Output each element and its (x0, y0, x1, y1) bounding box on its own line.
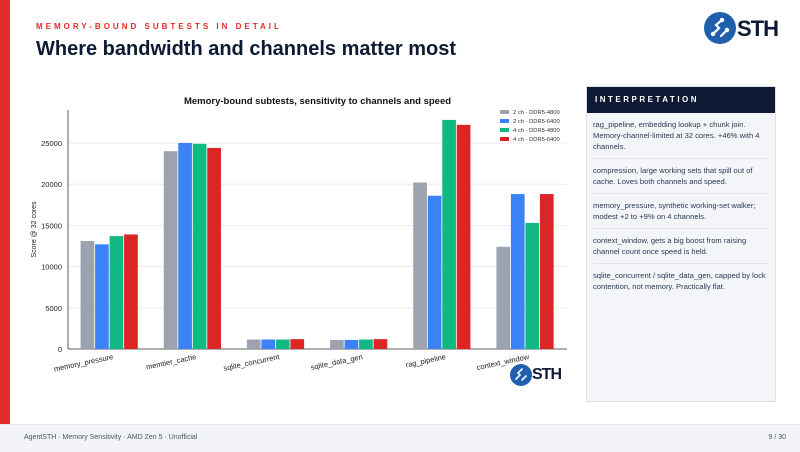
bar (359, 339, 373, 349)
watermark-text: STH (532, 366, 562, 383)
x-tick-label: rag_pipeline (405, 352, 447, 369)
note-item: memory_pressure, synthetic working-set w… (593, 200, 769, 229)
y-tick-label: 5000 (45, 304, 62, 313)
y-tick-label: 15000 (41, 221, 62, 230)
bar (510, 194, 525, 349)
page-title: Where bandwidth and channels matter most (36, 38, 457, 60)
bar (290, 339, 305, 349)
bar (539, 194, 554, 349)
legend-swatch (500, 128, 509, 132)
note-item: sqlite_concurrent / sqlite_data_gen, cap… (593, 271, 766, 291)
bar (80, 241, 95, 349)
footer: AgentSTH · Memory Sensitivity · AMD Zen … (0, 424, 800, 452)
footer-caption: AgentSTH · Memory Sensitivity · AMD Zen … (24, 434, 198, 441)
y-tick-label: 0 (58, 345, 62, 354)
bar (95, 244, 109, 349)
note-item: rag_pipeline, embedding lookup + chunk j… (593, 119, 769, 159)
bar (207, 147, 221, 349)
panel-heading: INTERPRETATION (587, 87, 775, 113)
bar (275, 339, 290, 349)
bar (261, 339, 276, 349)
x-tick-label: sqlite_data_gen (310, 352, 364, 372)
note-item: context_window, gets a big boost from ra… (593, 235, 769, 264)
note-item: compression, large working sets that spi… (593, 165, 769, 194)
x-tick-label: sqlite_concurrent (223, 352, 282, 373)
bar-chart: Memory-bound subtests, sensitivity to ch… (20, 92, 570, 392)
bar (330, 339, 344, 349)
logo-icon (704, 12, 736, 44)
bar (246, 339, 261, 349)
chart-svg: Memory-bound subtests, sensitivity to ch… (31, 96, 567, 374)
bar (178, 142, 192, 349)
legend-swatch (500, 137, 509, 141)
bar (163, 151, 178, 349)
legend-label: 2 ch · DDR5-4800 (513, 110, 560, 116)
chart-title: Memory-bound subtests, sensitivity to ch… (184, 96, 451, 107)
bar (344, 339, 359, 349)
sth-logo: STH (704, 12, 784, 46)
bar (496, 246, 511, 349)
bar (525, 222, 540, 349)
legend-label: 4 ch · DDR5-4800 (513, 128, 560, 134)
x-tick-label: memtier_cache (145, 352, 197, 371)
interpretation-panel: INTERPRETATION rag_pipeline, embedding l… (586, 86, 776, 402)
legend-swatch (500, 110, 509, 114)
y-axis-label: Score @ 32 cores (31, 201, 38, 258)
logo-text: STH (737, 16, 779, 41)
y-tick-label: 10000 (41, 263, 62, 272)
bar (109, 236, 124, 349)
y-tick-label: 25000 (41, 139, 62, 148)
chart-watermark: STH (510, 364, 570, 388)
watermark-icon (510, 364, 532, 386)
bar (456, 124, 471, 349)
x-tick-label: memory_pressure (53, 352, 114, 373)
page-number: 9 / 30 (768, 434, 786, 441)
bar (373, 339, 388, 349)
bar (427, 195, 442, 349)
section-eyebrow: MEMORY-BOUND SUBTESTS IN DETAIL (36, 22, 282, 31)
y-tick-label: 20000 (41, 180, 62, 189)
accent-bar (0, 0, 10, 424)
bar (192, 143, 207, 349)
bar (124, 234, 138, 349)
legend-swatch (500, 119, 509, 123)
legend-label: 2 ch · DDR5-6400 (513, 119, 560, 125)
bar (442, 119, 456, 350)
panel-body: rag_pipeline, embedding lookup + chunk j… (587, 113, 775, 298)
legend-label: 4 ch · DDR5-6400 (513, 137, 560, 143)
bar (413, 182, 427, 349)
